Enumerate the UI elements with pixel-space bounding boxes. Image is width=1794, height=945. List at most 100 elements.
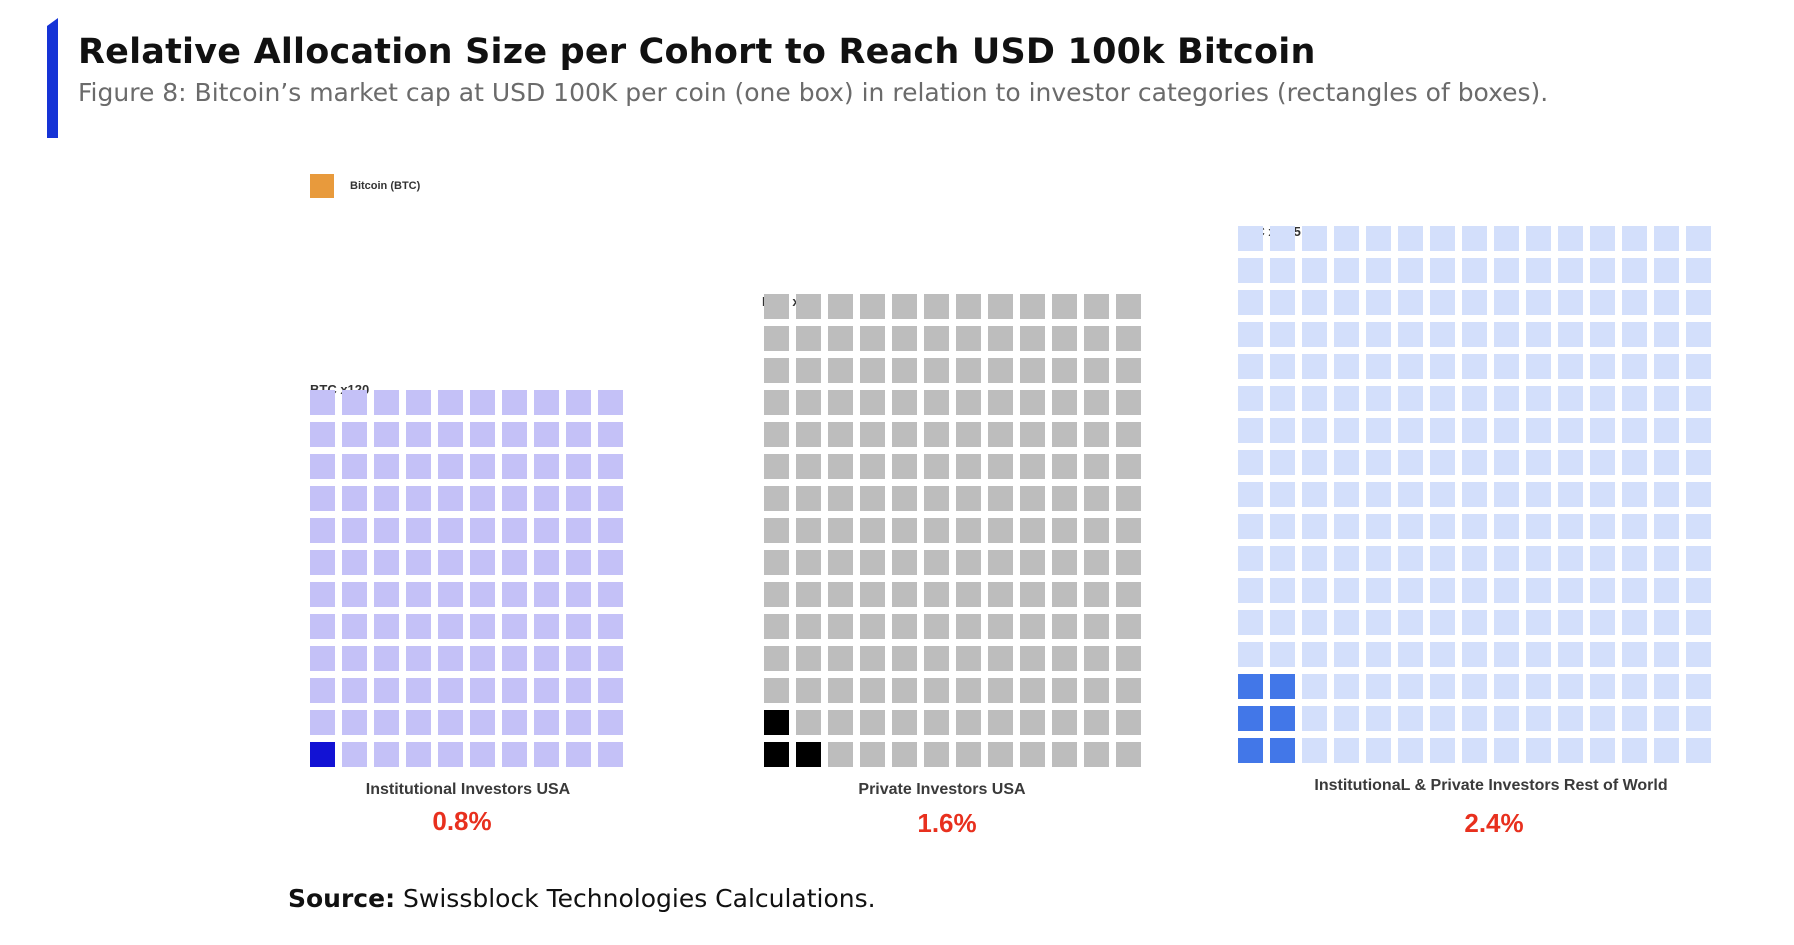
- panel-3-box: [1622, 450, 1647, 475]
- panel-3-box: [1302, 642, 1327, 667]
- panel-3-box: [1558, 450, 1583, 475]
- panel-2-box: [892, 550, 917, 575]
- panel-2-box: [1020, 454, 1045, 479]
- panel-1-box: [598, 390, 623, 415]
- panel-3-box: [1430, 610, 1455, 635]
- panel-3-box: [1686, 674, 1711, 699]
- panel-1-box: [470, 486, 495, 511]
- panel-3-box: [1526, 322, 1551, 347]
- panel-3-box: [1654, 258, 1679, 283]
- panel-2-box: [796, 582, 821, 607]
- panel-1-box: [406, 550, 431, 575]
- panel-3-box: [1686, 450, 1711, 475]
- panel-3-box: [1430, 674, 1455, 699]
- panel-3-box: [1622, 578, 1647, 603]
- panel-2-category-label: Private Investors USA: [858, 781, 1026, 798]
- panel-3-box: [1526, 290, 1551, 315]
- panel-2-box: [1052, 710, 1077, 735]
- panel-2-box: [1116, 326, 1141, 351]
- panel-3-box: [1622, 642, 1647, 667]
- panel-2-box: [860, 550, 885, 575]
- panel-3-box: [1558, 578, 1583, 603]
- panel-3-box: [1270, 642, 1295, 667]
- panel-3-box: [1270, 354, 1295, 379]
- panel-3-box: [1238, 258, 1263, 283]
- panel-1-box: [566, 422, 591, 447]
- panel-2-box: [1084, 518, 1109, 543]
- panel-3-box: [1622, 706, 1647, 731]
- panel-2-box: [956, 582, 981, 607]
- panel-3-box: [1334, 514, 1359, 539]
- panel-2-box: [828, 486, 853, 511]
- panel-2-box: [892, 710, 917, 735]
- panel-2-box: [956, 390, 981, 415]
- panel-2-box: [956, 358, 981, 383]
- panel-2-box: [1116, 358, 1141, 383]
- panel-3-box: [1654, 354, 1679, 379]
- panel-2-box: [988, 646, 1013, 671]
- panel-3-box: [1686, 706, 1711, 731]
- panel-2-box: [764, 390, 789, 415]
- panel-3-box: [1366, 450, 1391, 475]
- panel-3-box: [1622, 386, 1647, 411]
- panel-2-box: [796, 326, 821, 351]
- panel-1-box: [502, 486, 527, 511]
- panel-2-highlight-box: [764, 742, 789, 767]
- panel-1-percent: 0.8%: [432, 806, 492, 836]
- panel-1-box: [566, 454, 591, 479]
- panel-3-box: [1430, 514, 1455, 539]
- panel-3-box: [1462, 290, 1487, 315]
- panel-3-box: [1590, 674, 1615, 699]
- panel-1-box: [598, 614, 623, 639]
- panel-1-box: [534, 614, 559, 639]
- panel-3-box: [1270, 322, 1295, 347]
- panel-2-box: [1084, 614, 1109, 639]
- panel-3-box: [1302, 322, 1327, 347]
- panel-1-box: [598, 582, 623, 607]
- panel-3-highlight-box: [1270, 674, 1295, 699]
- panel-3-box: [1366, 610, 1391, 635]
- panel-3-box: [1334, 610, 1359, 635]
- panel-3-box: [1366, 386, 1391, 411]
- panel-3-box: [1334, 386, 1359, 411]
- panel-3-box: [1238, 610, 1263, 635]
- panel-2-box: [796, 550, 821, 575]
- panel-3-box: [1558, 258, 1583, 283]
- panel-1-box: [438, 422, 463, 447]
- panel-1-box: [374, 486, 399, 511]
- panel-2-box: [956, 294, 981, 319]
- panel-3-box: [1590, 706, 1615, 731]
- panel-3-box: [1270, 418, 1295, 443]
- panel-3-box: [1590, 482, 1615, 507]
- panel-2-box: [1020, 742, 1045, 767]
- panel-1-box: [502, 742, 527, 767]
- panel-2-box: [860, 454, 885, 479]
- panel-2-box: [956, 742, 981, 767]
- panel-3-highlight-box: [1270, 738, 1295, 763]
- panel-2-box: [892, 422, 917, 447]
- panel-3-box: [1686, 386, 1711, 411]
- panel-1-box: [310, 390, 335, 415]
- panel-3-box: [1494, 450, 1519, 475]
- panel-3-box: [1302, 386, 1327, 411]
- panel-1-box: [342, 422, 367, 447]
- panel-1-box: [502, 422, 527, 447]
- panel-3-box: [1686, 482, 1711, 507]
- panel-2-box: [1052, 326, 1077, 351]
- panel-1-box: [406, 390, 431, 415]
- panel-1-box: [438, 390, 463, 415]
- panel-1-box: [534, 390, 559, 415]
- panel-2-box: [1052, 294, 1077, 319]
- panel-3-box: [1686, 514, 1711, 539]
- panel-2-box: [796, 422, 821, 447]
- panel-3-box: [1334, 674, 1359, 699]
- panel-1-box: [406, 678, 431, 703]
- panel-3-box: [1526, 354, 1551, 379]
- panel-1-box: [470, 550, 495, 575]
- panel-3-box: [1366, 226, 1391, 251]
- panel-2-box: [1020, 550, 1045, 575]
- panel-2-box: [860, 326, 885, 351]
- panel-3-box: [1366, 578, 1391, 603]
- panel-2-box: [956, 614, 981, 639]
- panel-2-box: [860, 294, 885, 319]
